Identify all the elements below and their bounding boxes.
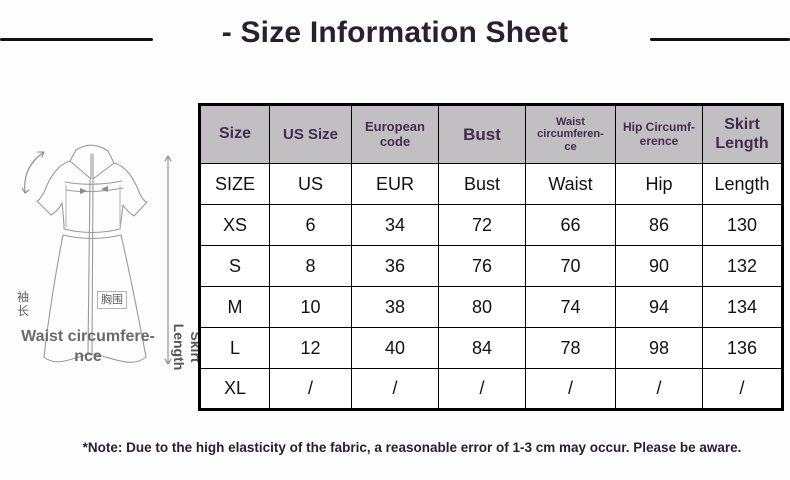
value-cell: 130 (702, 204, 783, 246)
skirt-length-arrow (164, 155, 172, 365)
size-table: Size US Size European code Bust Waist circum… (198, 103, 784, 411)
title-divider-left (0, 38, 153, 41)
value-cell: 6 (269, 204, 352, 246)
value-cell: Bust (438, 163, 526, 205)
value-cell: / (525, 368, 616, 410)
page-title: - Size Information Sheet (221, 16, 569, 49)
value-cell: 132 (702, 245, 783, 287)
value-cell: 36 (351, 245, 439, 287)
value-cell: / (702, 368, 783, 410)
column-header: US Size (269, 104, 352, 164)
dress-line-art (21, 144, 172, 365)
value-cell: 134 (702, 286, 783, 328)
value-cell: US (269, 163, 352, 205)
value-cell: 12 (269, 327, 352, 369)
column-header: Waist circumferen- ce (525, 104, 616, 164)
value-cell: 84 (438, 327, 526, 369)
value-cell: / (438, 368, 526, 410)
column-header: Skirt Length (702, 104, 783, 164)
value-cell: 40 (351, 327, 439, 369)
value-cell: 38 (351, 286, 439, 328)
value-cell: 66 (525, 204, 616, 246)
value-cell: 74 (525, 286, 616, 328)
table-row: SIZE US EUR Bust Waist Hip Length (199, 163, 783, 205)
sleeve-length-arrow (21, 151, 45, 194)
size-cell: XS (199, 204, 270, 246)
table-row: M 10 38 80 74 94 134 (199, 286, 783, 328)
column-header: Size (199, 104, 270, 164)
waist-circumference-label: Waist circumfere- nce (21, 328, 155, 365)
table-row: L 12 40 84 78 98 136 (199, 327, 783, 369)
table-row: S 8 36 76 70 90 132 (199, 245, 783, 287)
value-cell: 70 (525, 245, 616, 287)
value-cell: 80 (438, 286, 526, 328)
size-cell: XL (199, 368, 270, 410)
value-cell: 90 (615, 245, 703, 287)
value-cell: 34 (351, 204, 439, 246)
size-cell: S (199, 245, 270, 287)
sleeve-length-label: 袖长 (16, 290, 29, 318)
size-cell: SIZE (199, 163, 270, 205)
bust-measure-arrows (80, 186, 108, 194)
value-cell: / (615, 368, 703, 410)
bust-label: 胸围 (97, 291, 127, 309)
value-cell: 136 (702, 327, 783, 369)
value-cell: 86 (615, 204, 703, 246)
size-cell: M (199, 286, 270, 328)
value-cell: 8 (269, 245, 352, 287)
title-divider-right (650, 38, 790, 41)
note-text: *Note: Due to the high elasticity of the… (82, 440, 742, 455)
value-cell: / (351, 368, 439, 410)
column-header: European code (351, 104, 439, 164)
value-cell: 94 (615, 286, 703, 328)
value-cell: Waist (525, 163, 616, 205)
table-row: XL / / / / / / (199, 368, 783, 410)
dress-illustration: 袖长 胸围 Waist circumfere- nce Skirt Length (0, 95, 230, 395)
value-cell: 76 (438, 245, 526, 287)
value-cell: Length (702, 163, 783, 205)
header-row: Size US Size European code Bust Waist circum… (199, 104, 783, 164)
column-header: Hip Circumf- erence (615, 104, 703, 164)
column-header: Bust (438, 104, 526, 164)
value-cell: 78 (525, 327, 616, 369)
size-cell: L (199, 327, 270, 369)
value-cell: EUR (351, 163, 439, 205)
value-cell: Hip (615, 163, 703, 205)
value-cell: / (269, 368, 352, 410)
value-cell: 10 (269, 286, 352, 328)
table-row: XS 6 34 72 66 86 130 (199, 204, 783, 246)
value-cell: 98 (615, 327, 703, 369)
value-cell: 72 (438, 204, 526, 246)
